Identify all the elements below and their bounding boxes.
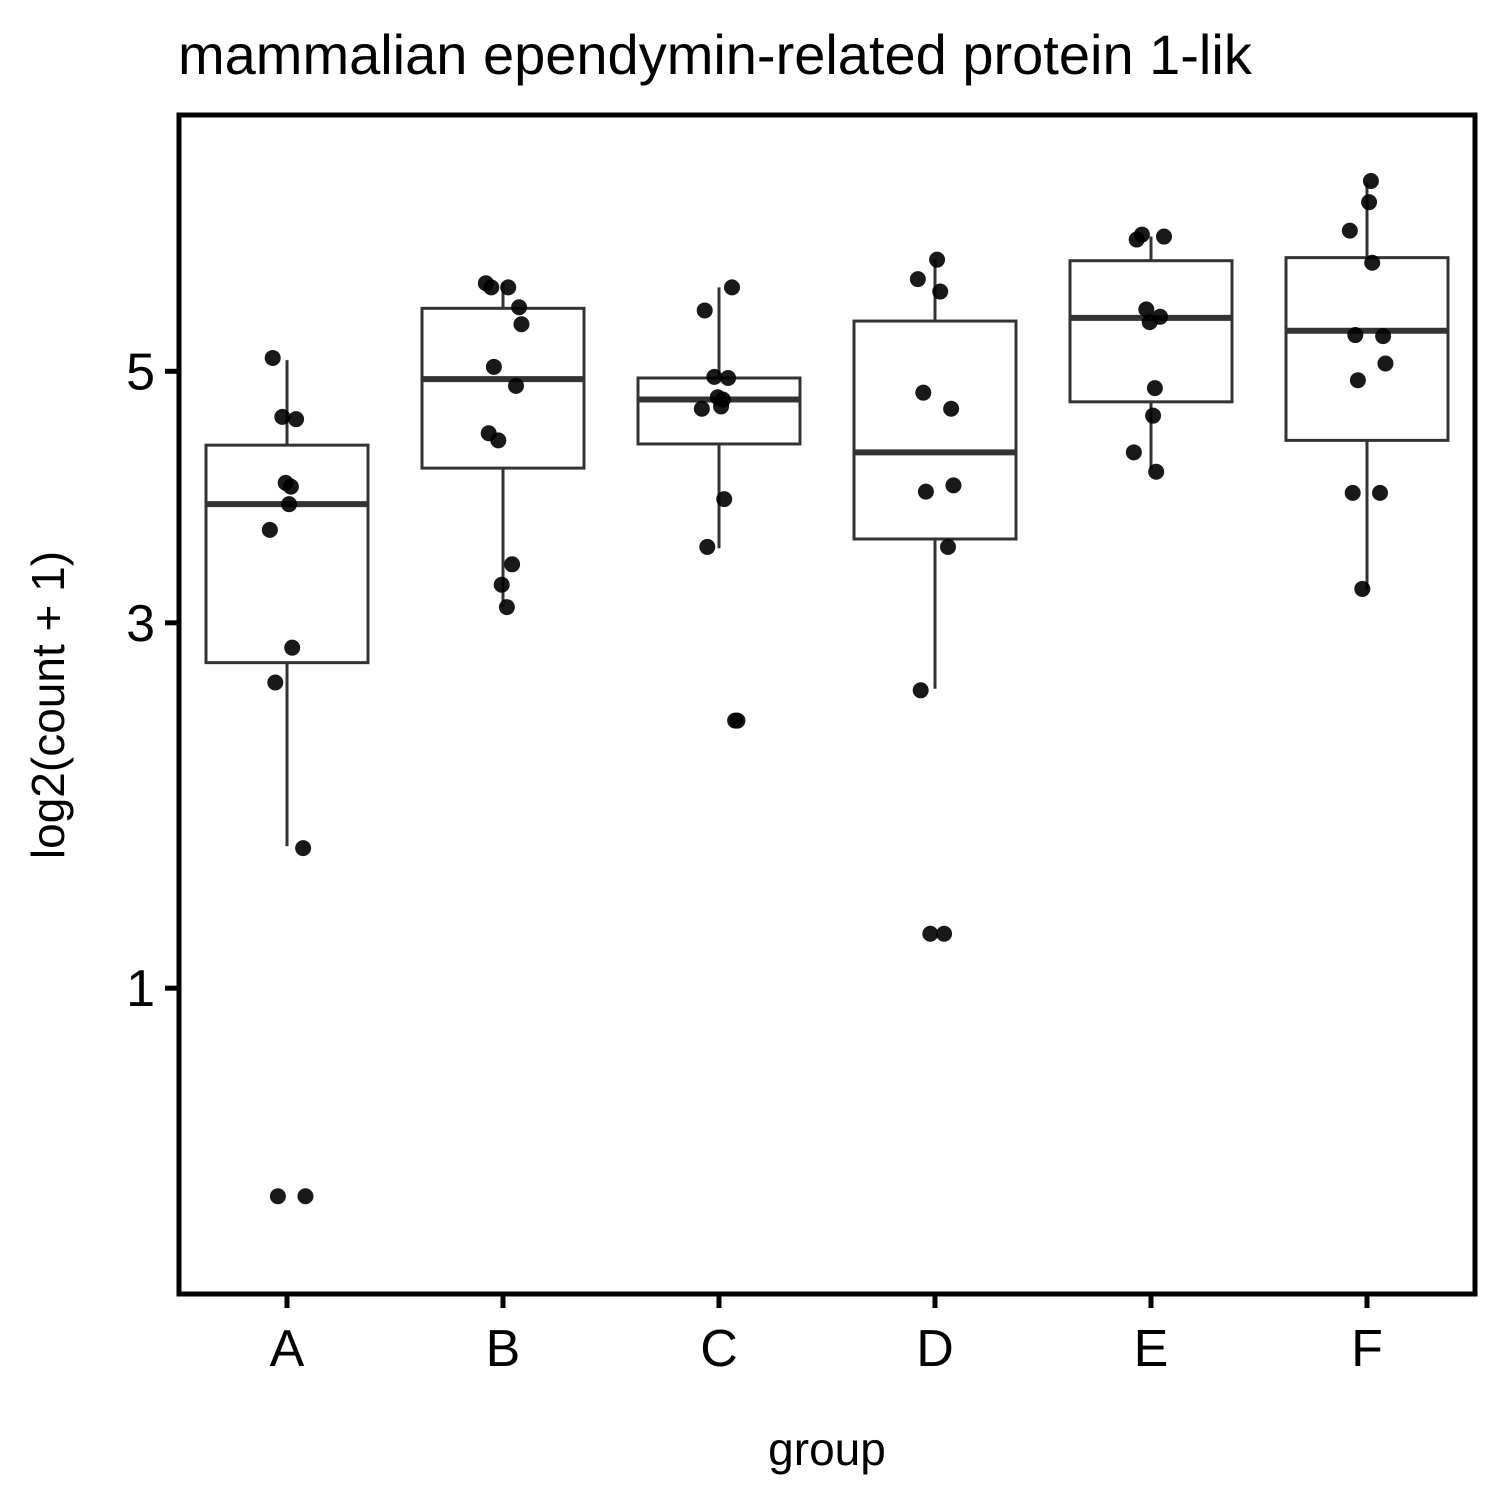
y-tick-label: 3: [126, 595, 155, 653]
y-axis: 1 3 5: [126, 343, 179, 1018]
data-point: [929, 251, 946, 268]
data-point: [915, 384, 932, 401]
data-point: [1156, 228, 1172, 245]
data-point: [1372, 484, 1388, 501]
box-body: [1068, 259, 1234, 404]
data-point: [498, 599, 515, 616]
data-point: [932, 283, 949, 300]
data-point: [706, 368, 723, 385]
box-group-e: [1068, 236, 1234, 470]
data-point: [1364, 254, 1381, 271]
data-point: [699, 538, 716, 555]
box-group-f: [1284, 182, 1450, 591]
points-group-d: [909, 251, 962, 942]
data-point: [1361, 194, 1378, 211]
data-point: [261, 521, 278, 538]
data-point: [943, 400, 960, 417]
data-point: [917, 483, 934, 500]
data-point: [508, 377, 524, 394]
y-tick-label: 1: [126, 960, 155, 1018]
data-point: [912, 682, 929, 699]
data-point: [267, 674, 284, 691]
x-axis-title: group: [768, 1423, 886, 1475]
data-point: [1148, 463, 1165, 480]
data-point: [1344, 484, 1361, 501]
data-point: [729, 712, 746, 729]
data-point: [713, 398, 730, 415]
data-point: [1145, 407, 1162, 424]
data-point: [922, 925, 939, 942]
data-point: [909, 271, 926, 288]
points-group-e: [1125, 226, 1172, 480]
data-point: [936, 925, 953, 942]
y-tick-label: 5: [126, 343, 155, 401]
data-point: [1347, 327, 1364, 344]
box-group-c: [636, 287, 802, 549]
data-point: [493, 576, 510, 593]
points-group-f: [1341, 173, 1394, 597]
data-point: [288, 411, 305, 428]
data-point: [1377, 355, 1394, 372]
data-point: [513, 316, 530, 333]
data-point: [1349, 372, 1366, 389]
data-point: [485, 358, 502, 375]
data-point: [483, 279, 500, 296]
data-point: [274, 408, 291, 425]
x-axis: A B C D E F: [270, 1294, 1383, 1378]
x-tick-label: F: [1351, 1320, 1383, 1378]
data-point: [940, 538, 956, 555]
data-point: [1341, 222, 1358, 239]
x-tick-label: D: [916, 1320, 954, 1378]
data-point: [500, 279, 517, 296]
data-point: [1125, 444, 1142, 461]
box-body: [1284, 256, 1450, 442]
x-tick-label: E: [1134, 1320, 1169, 1378]
box-group-a: [204, 360, 370, 847]
data-point: [1354, 580, 1371, 597]
data-point: [1362, 173, 1379, 190]
plot-marks: [204, 173, 1450, 1205]
data-point: [1141, 314, 1158, 331]
data-point: [720, 369, 737, 386]
data-point: [504, 556, 521, 573]
data-point: [282, 478, 299, 495]
data-point: [1138, 301, 1155, 318]
data-point: [511, 299, 528, 316]
points-group-b: [477, 275, 530, 616]
data-point: [269, 1188, 286, 1205]
x-tick-label: A: [270, 1320, 305, 1378]
box-body: [852, 319, 1018, 541]
panel-border: [176, 112, 1478, 1297]
data-point: [284, 639, 301, 656]
data-point: [1375, 328, 1392, 345]
data-point: [297, 1188, 314, 1205]
data-point: [1128, 231, 1145, 248]
data-point: [693, 400, 710, 417]
box-group-d: [852, 259, 1018, 689]
data-point: [264, 349, 281, 366]
chart-title: mammalian ependymin-related protein 1-li…: [178, 23, 1253, 86]
data-point: [281, 496, 298, 513]
data-point: [490, 432, 507, 449]
points-group-c: [693, 279, 746, 729]
x-tick-label: C: [700, 1320, 738, 1378]
data-point: [945, 477, 962, 494]
points-group-a: [261, 349, 314, 1205]
x-tick-label: B: [486, 1320, 521, 1378]
data-point: [696, 302, 713, 319]
data-point: [716, 491, 733, 508]
data-point: [1146, 380, 1163, 397]
y-axis-title: log2(count + 1): [22, 551, 74, 859]
data-point: [724, 279, 740, 296]
data-point: [295, 840, 312, 857]
